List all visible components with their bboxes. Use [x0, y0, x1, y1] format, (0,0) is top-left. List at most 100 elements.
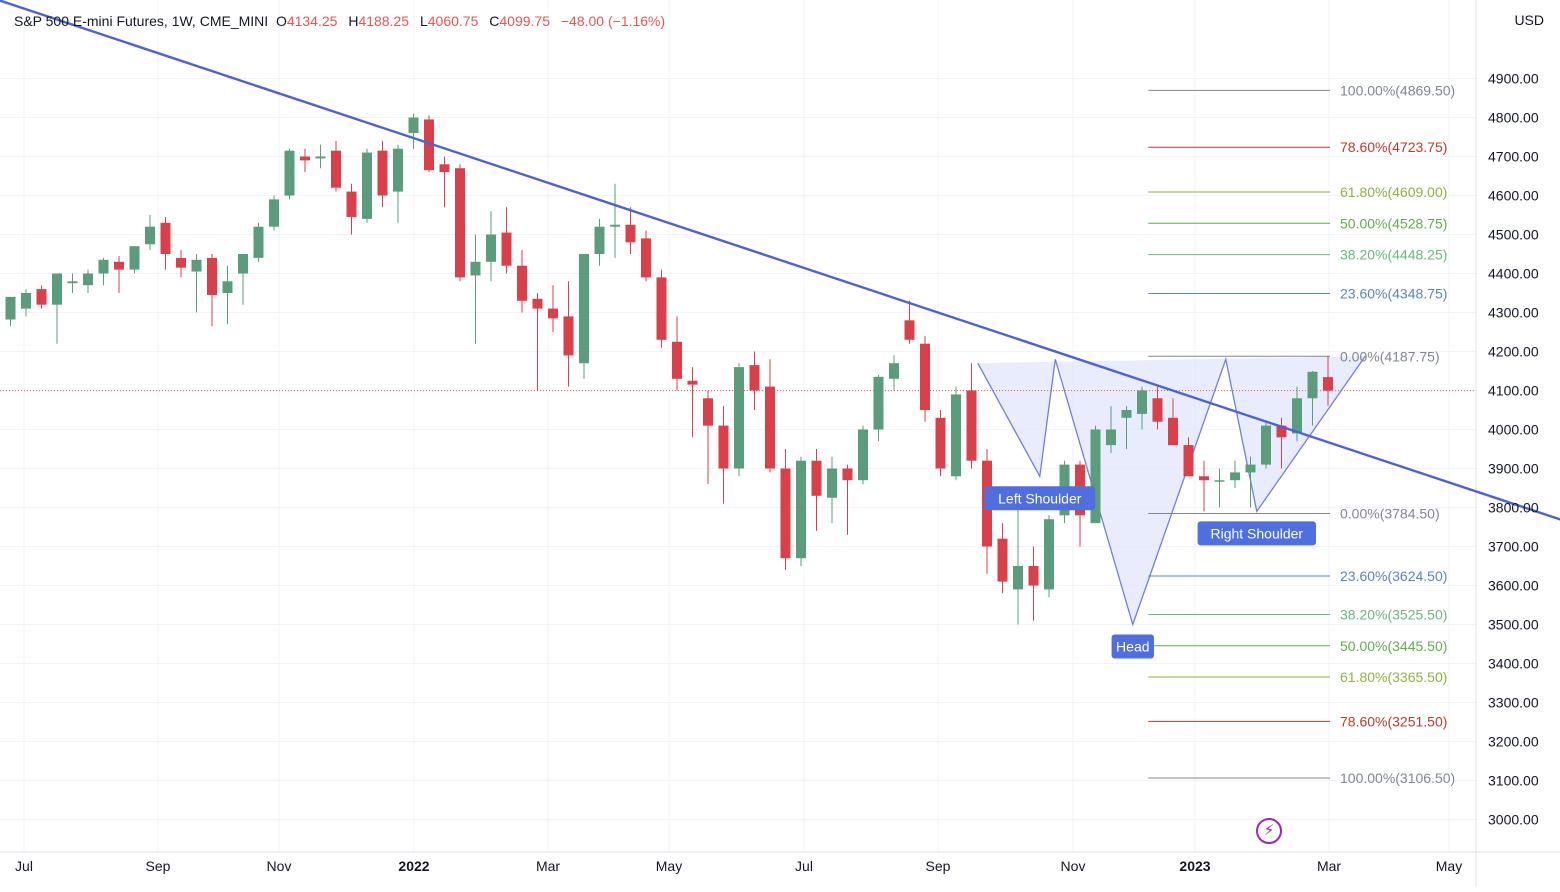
candle-body — [1323, 377, 1333, 391]
time-tick-label: Jul — [795, 858, 813, 874]
candle-body — [1121, 410, 1132, 418]
time-tick-label: Mar — [1317, 858, 1341, 874]
fib-level-label: 23.60%(3624.50) — [1340, 568, 1447, 584]
price-tick-label: 3600.00 — [1488, 578, 1539, 594]
candle-body — [517, 265, 527, 301]
candle-body — [331, 150, 341, 188]
candle-body — [377, 150, 388, 196]
time-tick-label: Sep — [926, 858, 951, 874]
price-tick-label: 3800.00 — [1488, 500, 1539, 516]
price-tick-label: 3000.00 — [1488, 812, 1539, 828]
candle-body — [439, 164, 450, 173]
price-tick-label: 4900.00 — [1488, 71, 1539, 87]
price-tick-label: 4000.00 — [1488, 422, 1539, 438]
fib-level-label: 38.20%(4448.25) — [1340, 247, 1447, 263]
candle-body — [610, 224, 620, 227]
candle-body — [904, 320, 915, 340]
candle-body — [796, 460, 806, 559]
low-value: 4060.75 — [427, 13, 479, 29]
lightning-icon[interactable]: ⚡ — [1256, 818, 1282, 844]
candle-body — [548, 308, 558, 319]
candle-body — [780, 468, 791, 559]
pattern-label: Right Shoulder — [1197, 521, 1316, 546]
fib-level-label: 78.60%(4723.75) — [1340, 139, 1447, 155]
candle-body — [67, 281, 78, 284]
candle-body — [827, 468, 837, 498]
change-value: −48.00 (−1.16%) — [560, 13, 666, 29]
pattern-label-box — [1197, 521, 1316, 546]
pattern-label-box — [984, 486, 1096, 511]
candle-body — [1292, 398, 1302, 434]
price-tick-label: 3100.00 — [1488, 773, 1539, 789]
candle-body — [393, 148, 403, 192]
candle-body — [889, 363, 899, 379]
candle-body — [1261, 425, 1271, 465]
candle-body — [641, 238, 651, 278]
candle-body — [424, 119, 434, 171]
candle-body — [1044, 519, 1054, 590]
price-tick-label: 4200.00 — [1488, 344, 1539, 360]
candle-body — [83, 273, 93, 286]
close-label: C — [489, 13, 500, 29]
candle-body — [408, 117, 419, 134]
fib-level-label: 61.80%(4609.00) — [1340, 184, 1447, 200]
pattern-label: Left Shoulder — [984, 486, 1096, 511]
candle-body — [858, 429, 868, 481]
close-value: 4099.75 — [499, 13, 550, 29]
candle-body — [734, 367, 744, 469]
candle-body — [1214, 480, 1225, 482]
candle-body — [718, 425, 729, 469]
legend-header: S&P 500 E-mini Futures, 1W, CME_MINI O41… — [14, 13, 665, 29]
fib-level-label: 50.00%(4528.75) — [1340, 215, 1447, 231]
candle-body — [21, 293, 31, 309]
candle-body — [1090, 429, 1101, 524]
candle-body — [1168, 417, 1178, 446]
fib-level-label: 38.20%(3525.50) — [1340, 607, 1447, 623]
time-tick-label: Jul — [15, 858, 33, 874]
price-tick-label: 4100.00 — [1488, 383, 1539, 399]
time-tick-label: 2022 — [398, 858, 429, 874]
candle-body — [253, 226, 264, 258]
candle-body — [455, 168, 465, 278]
candle-body — [5, 296, 16, 320]
candle-body — [920, 343, 930, 410]
candle-body — [501, 232, 512, 266]
candle-body — [36, 289, 47, 305]
candle-body — [1307, 371, 1318, 399]
price-tick-label: 4300.00 — [1488, 305, 1539, 321]
candle-body — [563, 316, 574, 356]
candle-body — [703, 398, 713, 426]
candle-body — [873, 376, 884, 430]
candle-body — [625, 224, 636, 243]
pattern-outline — [977, 355, 1366, 627]
low-label: L — [419, 13, 428, 29]
candle-body — [1183, 445, 1194, 477]
candle-body — [687, 380, 698, 385]
currency-label: USD — [1514, 12, 1544, 28]
candle-body — [315, 156, 326, 159]
pattern-label-box — [1111, 634, 1154, 659]
trendline — [0, 0, 1560, 521]
fib-level-label: 78.60%(3251.50) — [1340, 713, 1447, 729]
pattern-label: Head — [1111, 634, 1154, 659]
candle-body — [935, 417, 946, 469]
candle-body — [1245, 464, 1256, 473]
candle-body — [129, 246, 140, 270]
candle-body — [284, 150, 295, 196]
candle-body — [346, 191, 357, 217]
candle-body — [1013, 566, 1023, 590]
fib-level-label: 23.60%(4348.75) — [1340, 285, 1447, 301]
candle-body — [1137, 390, 1147, 414]
open-value: 4134.25 — [286, 13, 338, 29]
candle-body — [52, 273, 62, 305]
time-tick-label: Mar — [536, 858, 560, 874]
candle-body — [238, 254, 248, 274]
fib-level-label: 100.00%(4869.50) — [1340, 82, 1455, 98]
candle-body — [811, 460, 822, 496]
candle-body — [966, 390, 977, 461]
candle-body — [579, 254, 589, 364]
pattern-label-text: Left Shoulder — [998, 490, 1082, 506]
candle-body — [532, 298, 543, 309]
